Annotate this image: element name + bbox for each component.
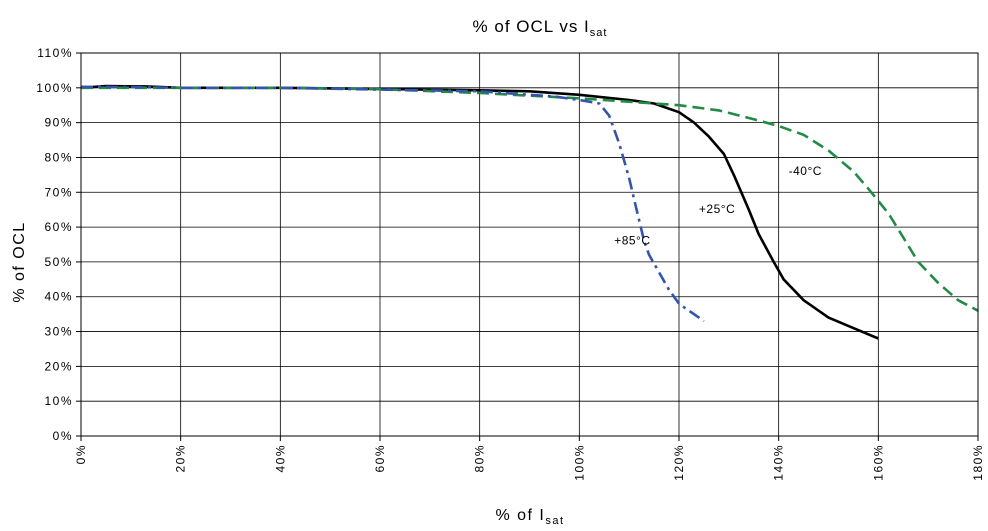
series-annotation: -40°C [789, 164, 822, 178]
chart-title-main: % of OCL vs I [473, 17, 590, 36]
y-tick-label: 90% [44, 116, 73, 130]
x-tick-label: 80% [473, 444, 487, 473]
y-tick-label: 0% [53, 429, 73, 443]
x-tick-label: 0% [74, 444, 88, 464]
series-layer [80, 84, 979, 340]
chart-title: % of OCL vs Isat [473, 17, 608, 39]
x-tick-label: 180% [971, 444, 985, 481]
y-tick-label: 80% [44, 150, 73, 164]
y-tick-label: 60% [44, 220, 73, 234]
y-tick-label: 20% [44, 359, 73, 373]
x-tick-label: 100% [572, 444, 586, 481]
x-tick-label: 160% [871, 444, 885, 481]
x-tick-label: 120% [672, 444, 686, 481]
x-axis-label-subscript: sat [545, 515, 564, 527]
x-axis-label: % of Isat [495, 507, 564, 527]
x-tick-label: 60% [373, 444, 387, 473]
x-axis-label-main: % of I [495, 507, 545, 524]
x-tick-label: 40% [273, 444, 287, 473]
y-axis-label: % of OCL [11, 221, 28, 302]
y-tick-label: 110% [37, 46, 73, 60]
series-annotation: +25°C [699, 202, 735, 216]
y-tick-label: 100% [36, 81, 73, 95]
y-tick-label: 70% [44, 185, 73, 199]
y-tick-label: 50% [44, 255, 73, 269]
y-tick-label: 10% [44, 394, 73, 408]
x-tick-label: 20% [174, 444, 188, 473]
y-tick-label: 30% [44, 325, 73, 339]
x-tick-label: 140% [772, 444, 786, 481]
y-tick-label: 40% [44, 290, 73, 304]
series-annotation: +85°C [614, 234, 650, 248]
series-line [81, 86, 979, 312]
y-tick-labels: 0% 10% 20% 30% 40% 50% 60% 70% 80% 90% 100% 110% [36, 46, 81, 443]
plot-frame [80, 52, 979, 437]
x-tick-labels: 0% 20% 40% 60% 80% 100% 120% 140% 160% 180% [74, 436, 985, 481]
grid [81, 53, 978, 436]
series-line [80, 85, 705, 323]
chart-title-subscript: sat [590, 27, 608, 39]
annotations: +85°C +25°C -40°C [614, 164, 822, 248]
